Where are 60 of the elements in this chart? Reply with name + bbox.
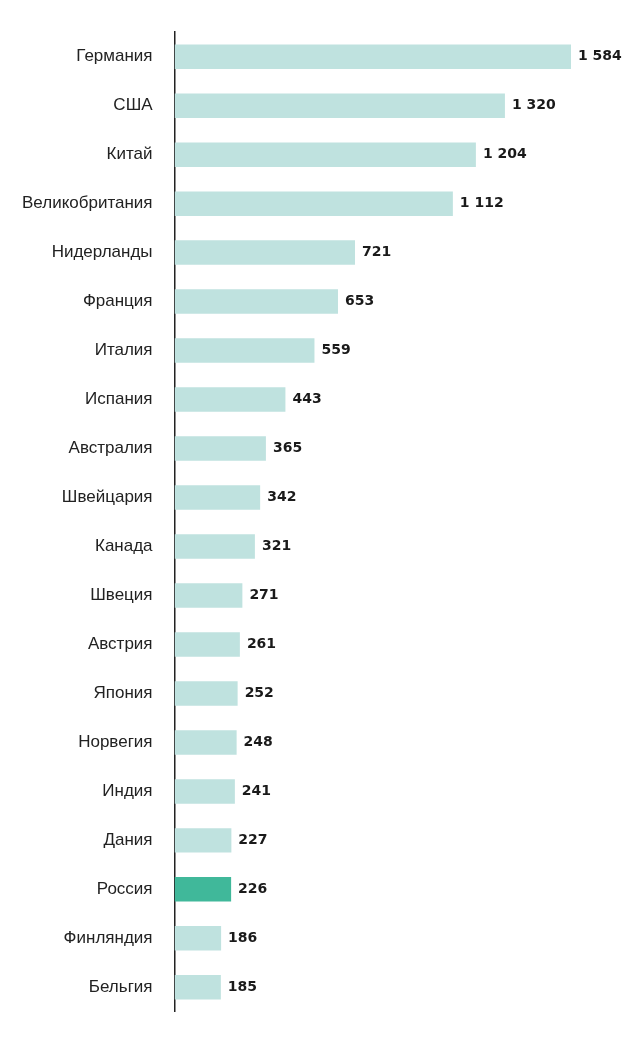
y-tick-label: Канада — [94, 536, 154, 556]
data-label: 248 — [243, 733, 273, 750]
bar — [174, 387, 286, 412]
data-label: 342 — [267, 488, 297, 505]
bar — [174, 289, 338, 314]
bar — [174, 436, 266, 461]
bar — [174, 975, 221, 1000]
bar — [174, 338, 315, 363]
bar — [174, 44, 571, 69]
y-tick-label: Индия — [102, 781, 153, 801]
bar — [174, 926, 222, 951]
y-tick-label: Италия — [94, 340, 153, 360]
y-tick-label: Нидерланды — [51, 242, 153, 262]
bar — [174, 779, 235, 804]
data-label: 1 584 — [578, 47, 623, 64]
data-label: 227 — [238, 831, 268, 848]
y-tick-label: США — [113, 95, 154, 115]
bar — [174, 534, 255, 559]
bar — [174, 828, 232, 853]
data-label: 186 — [228, 928, 258, 945]
bar — [174, 730, 237, 755]
bar — [174, 142, 476, 167]
data-label: 559 — [321, 341, 351, 358]
y-tick-label: Норвегия — [78, 732, 153, 752]
y-tick-label: Финляндия — [63, 928, 153, 948]
data-label: 261 — [246, 635, 277, 652]
data-label: 271 — [249, 586, 279, 603]
y-tick-label: Япония — [93, 683, 153, 703]
data-label: 226 — [238, 879, 268, 896]
y-tick-label: Дания — [103, 830, 153, 850]
data-label: 721 — [362, 243, 392, 260]
data-label: 185 — [227, 977, 258, 994]
data-label: 1 204 — [482, 145, 527, 162]
bar — [174, 877, 232, 902]
y-tick-label: Испания — [85, 389, 153, 409]
y-tick-label: Китай — [106, 144, 153, 164]
y-tick-label: Австралия — [68, 438, 153, 458]
data-label: 321 — [261, 537, 292, 554]
bar — [174, 485, 261, 510]
data-label: 443 — [292, 390, 322, 407]
data-label: 1 320 — [511, 96, 557, 113]
bar — [174, 632, 240, 657]
y-tick-label: Франция — [82, 291, 153, 311]
bar — [174, 681, 238, 706]
y-tick-label: Германия — [76, 46, 153, 66]
data-label: 365 — [272, 439, 303, 456]
y-tick-label: Бельгия — [88, 977, 153, 996]
bar — [174, 93, 505, 118]
data-label: 252 — [244, 684, 274, 701]
data-label: 653 — [344, 292, 375, 309]
bar — [174, 240, 356, 265]
data-label: 241 — [241, 782, 272, 799]
bar — [174, 583, 243, 608]
bar — [174, 191, 453, 216]
y-tick-label: Швеция — [90, 585, 153, 605]
y-tick-label: Австрия — [87, 634, 153, 654]
y-tick-label: Великобритания — [21, 193, 153, 213]
data-label: 1 112 — [459, 194, 504, 211]
y-tick-label: Россия — [96, 879, 153, 899]
y-tick-label: Швейцария — [61, 487, 153, 507]
